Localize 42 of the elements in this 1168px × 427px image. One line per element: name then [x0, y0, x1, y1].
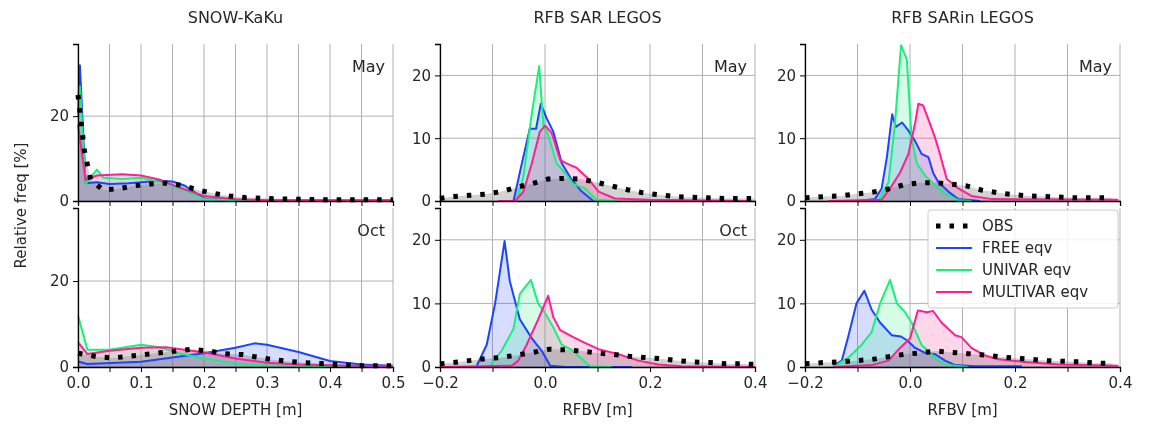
chart-title: RFB SAR LEGOS [533, 8, 662, 27]
legend-label: OBS [982, 217, 1014, 235]
legend-label: FREE eqv [982, 239, 1053, 257]
y-tick-label: 0 [59, 358, 69, 377]
x-tick-label: 0.2 [638, 373, 663, 392]
x-tick-label: 0.4 [318, 373, 343, 392]
annotation: May [1078, 57, 1112, 76]
chart-title: SNOW-KaKu [187, 8, 284, 27]
chart-title: RFB SARin LEGOS [891, 8, 1034, 27]
y-tick-label: 0 [421, 192, 431, 211]
legend-label: MULTIVAR eqv [982, 283, 1089, 301]
y-tick-label: 20 [411, 66, 431, 85]
x-tick-label: 0.0 [898, 373, 923, 392]
legend-label: UNIVAR eqv [982, 261, 1072, 279]
x-tick-label: 0.4 [1108, 373, 1133, 392]
x-tick-label: 0.4 [743, 373, 768, 392]
x-axis-title: RFBV [m] [927, 401, 998, 419]
annotation: May [713, 57, 747, 76]
annotation: May [351, 57, 385, 76]
annotation: Oct [357, 221, 385, 240]
x-axis-title: SNOW DEPTH [m] [168, 401, 303, 419]
y-tick-label: 10 [776, 129, 796, 148]
y-tick-label: 10 [411, 294, 431, 313]
x-tick-label: 0.0 [66, 373, 91, 392]
y-tick-label: 20 [411, 231, 431, 250]
y-tick-label: 0 [786, 192, 796, 211]
y-tick-label: 0 [59, 192, 69, 211]
x-tick-label: 0.3 [255, 373, 280, 392]
x-tick-label: 0.1 [129, 373, 154, 392]
x-tick-label: 0.2 [192, 373, 217, 392]
y-tick-label: 20 [776, 66, 796, 85]
y-tick-label: 10 [411, 129, 431, 148]
y-axis-title: Relative freq [%] [12, 142, 30, 269]
x-axis-title: RFBV [m] [562, 401, 633, 419]
y-tick-label: 10 [776, 294, 796, 313]
x-tick-label: 0.0 [533, 373, 558, 392]
annotation: Oct [719, 221, 747, 240]
y-tick-label: 20 [49, 107, 69, 126]
x-tick-label: 0.5 [381, 373, 406, 392]
y-tick-label: 20 [49, 272, 69, 291]
y-tick-label: 20 [776, 231, 796, 250]
x-tick-label: 0.2 [1003, 373, 1028, 392]
